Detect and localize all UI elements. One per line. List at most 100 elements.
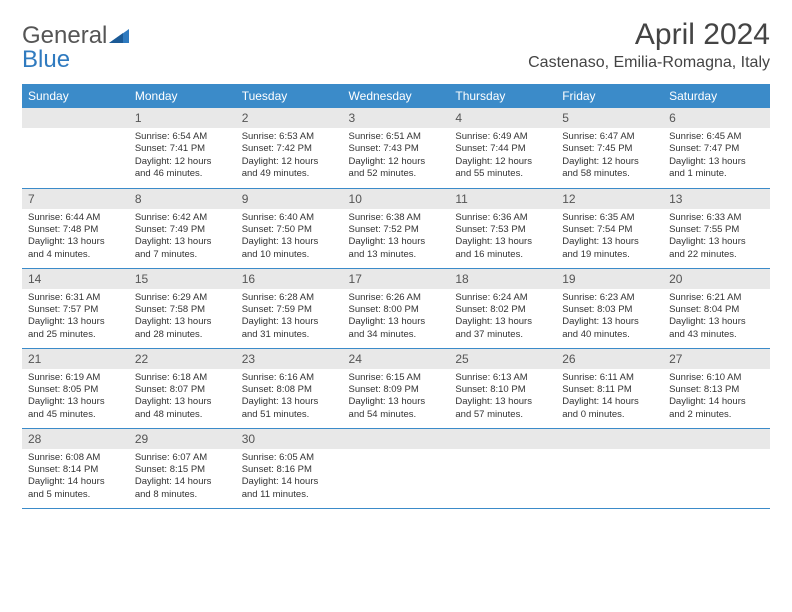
calendar-table: SundayMondayTuesdayWednesdayThursdayFrid…	[22, 84, 770, 509]
calendar-head: SundayMondayTuesdayWednesdayThursdayFrid…	[22, 84, 770, 108]
sunrise-line: Sunrise: 6:24 AM	[455, 292, 550, 304]
sunrise-line: Sunrise: 6:21 AM	[669, 292, 764, 304]
calendar-cell: 27 Sunrise: 6:10 AMSunset: 8:13 PMDayligh…	[663, 348, 770, 428]
sunset-line: Sunset: 8:04 PM	[669, 304, 764, 316]
daylight-line: Daylight: 13 hours and 31 minutes.	[242, 316, 337, 341]
sunrise-line: Sunrise: 6:45 AM	[669, 131, 764, 143]
sunrise-line: Sunrise: 6:19 AM	[28, 372, 123, 384]
calendar-cell: 17Sunrise: 6:26 AMSunset: 8:00 PMDayligh…	[343, 268, 450, 348]
calendar-cell: 22Sunrise: 6:18 AMSunset: 8:07 PMDayligh…	[129, 348, 236, 428]
location: Castenaso, Emilia-Romagna, Italy	[528, 54, 770, 72]
day-number: 20	[663, 269, 770, 289]
sunrise-line: Sunrise: 6:33 AM	[669, 212, 764, 224]
calendar-cell: 9Sunrise: 6:40 AMSunset: 7:50 PMDaylight…	[236, 188, 343, 268]
month-title: April 2024	[528, 18, 770, 52]
day-number: 27	[663, 349, 770, 369]
day-body: Sunrise: 6:29 AMSunset: 7:58 PMDaylight:…	[129, 289, 236, 346]
day-number: 18	[449, 269, 556, 289]
day-body: Sunrise: 6:26 AMSunset: 8:00 PMDaylight:…	[343, 289, 450, 346]
sunset-line: Sunset: 8:13 PM	[669, 384, 764, 396]
day-number-empty	[343, 429, 450, 449]
calendar-cell: 21Sunrise: 6:19 AMSunset: 8:05 PMDayligh…	[22, 348, 129, 428]
day-body: Sunrise: 6:21 AMSunset: 8:04 PMDaylight:…	[663, 289, 770, 346]
daylight-line: Daylight: 13 hours and 43 minutes.	[669, 316, 764, 341]
day-body: Sunrise: 6:36 AMSunset: 7:53 PMDaylight:…	[449, 209, 556, 266]
calendar-cell: 7Sunrise: 6:44 AMSunset: 7:48 PMDaylight…	[22, 188, 129, 268]
calendar-cell: 8Sunrise: 6:42 AMSunset: 7:49 PMDaylight…	[129, 188, 236, 268]
calendar-cell: 18Sunrise: 6:24 AMSunset: 8:02 PMDayligh…	[449, 268, 556, 348]
day-number: 17	[343, 269, 450, 289]
calendar-cell: 5Sunrise: 6:47 AMSunset: 7:45 PMDaylight…	[556, 108, 663, 188]
day-body: Sunrise: 6:19 AMSunset: 8:05 PMDaylight:…	[22, 369, 129, 426]
sunset-line: Sunset: 8:09 PM	[349, 384, 444, 396]
sunrise-line: Sunrise: 6:42 AM	[135, 212, 230, 224]
sunrise-line: Sunrise: 6:47 AM	[562, 131, 657, 143]
day-number: 16	[236, 269, 343, 289]
day-body: Sunrise: 6:08 AMSunset: 8:14 PMDaylight:…	[22, 449, 129, 506]
calendar-cell: 23Sunrise: 6:16 AMSunset: 8:08 PMDayligh…	[236, 348, 343, 428]
day-number-empty	[22, 108, 129, 128]
logo-text: General Blue	[22, 24, 129, 72]
day-body: Sunrise: 6:47 AMSunset: 7:45 PMDaylight:…	[556, 128, 663, 185]
calendar-cell: 26Sunrise: 6:11 AMSunset: 8:11 PMDayligh…	[556, 348, 663, 428]
sunset-line: Sunset: 7:45 PM	[562, 143, 657, 155]
day-body: Sunrise: 6:18 AMSunset: 8:07 PMDaylight:…	[129, 369, 236, 426]
day-body: Sunrise: 6:07 AMSunset: 8:15 PMDaylight:…	[129, 449, 236, 506]
weekday-header: Friday	[556, 84, 663, 108]
day-number-empty	[556, 429, 663, 449]
calendar-cell	[449, 428, 556, 508]
calendar-cell: 12Sunrise: 6:35 AMSunset: 7:54 PMDayligh…	[556, 188, 663, 268]
day-number: 13	[663, 189, 770, 209]
calendar-cell: 13Sunrise: 6:33 AMSunset: 7:55 PMDayligh…	[663, 188, 770, 268]
day-number-empty	[449, 429, 556, 449]
sunset-line: Sunset: 8:10 PM	[455, 384, 550, 396]
calendar-cell: 20Sunrise: 6:21 AMSunset: 8:04 PMDayligh…	[663, 268, 770, 348]
day-body: Sunrise: 6:31 AMSunset: 7:57 PMDaylight:…	[22, 289, 129, 346]
sunrise-line: Sunrise: 6:16 AM	[242, 372, 337, 384]
weekday-header: Sunday	[22, 84, 129, 108]
sunset-line: Sunset: 7:55 PM	[669, 224, 764, 236]
sunrise-line: Sunrise: 6:51 AM	[349, 131, 444, 143]
daylight-line: Daylight: 13 hours and 54 minutes.	[349, 396, 444, 421]
sunset-line: Sunset: 7:43 PM	[349, 143, 444, 155]
day-body: Sunrise: 6:15 AMSunset: 8:09 PMDaylight:…	[343, 369, 450, 426]
calendar-cell	[343, 428, 450, 508]
sunset-line: Sunset: 7:57 PM	[28, 304, 123, 316]
daylight-line: Daylight: 12 hours and 55 minutes.	[455, 156, 550, 181]
calendar-cell: 16Sunrise: 6:28 AMSunset: 7:59 PMDayligh…	[236, 268, 343, 348]
sunset-line: Sunset: 7:50 PM	[242, 224, 337, 236]
sunset-line: Sunset: 8:05 PM	[28, 384, 123, 396]
sunrise-line: Sunrise: 6:31 AM	[28, 292, 123, 304]
sunrise-line: Sunrise: 6:10 AM	[669, 372, 764, 384]
weekday-header: Saturday	[663, 84, 770, 108]
daylight-line: Daylight: 14 hours and 2 minutes.	[669, 396, 764, 421]
day-body: Sunrise: 6:53 AMSunset: 7:42 PMDaylight:…	[236, 128, 343, 185]
calendar-cell	[556, 428, 663, 508]
day-number: 6	[663, 108, 770, 128]
weekday-header: Wednesday	[343, 84, 450, 108]
day-body: Sunrise: 6:33 AMSunset: 7:55 PMDaylight:…	[663, 209, 770, 266]
daylight-line: Daylight: 12 hours and 52 minutes.	[349, 156, 444, 181]
day-number: 24	[343, 349, 450, 369]
sunset-line: Sunset: 7:42 PM	[242, 143, 337, 155]
calendar-cell: 25Sunrise: 6:13 AMSunset: 8:10 PMDayligh…	[449, 348, 556, 428]
weekday-header: Thursday	[449, 84, 556, 108]
daylight-line: Daylight: 13 hours and 19 minutes.	[562, 236, 657, 261]
calendar-cell	[663, 428, 770, 508]
sunset-line: Sunset: 7:53 PM	[455, 224, 550, 236]
logo-text-gray: General	[22, 22, 107, 49]
day-number: 21	[22, 349, 129, 369]
day-number: 7	[22, 189, 129, 209]
calendar-row: 28Sunrise: 6:08 AMSunset: 8:14 PMDayligh…	[22, 428, 770, 508]
day-body: Sunrise: 6:38 AMSunset: 7:52 PMDaylight:…	[343, 209, 450, 266]
calendar-cell: 4Sunrise: 6:49 AMSunset: 7:44 PMDaylight…	[449, 108, 556, 188]
sunset-line: Sunset: 8:14 PM	[28, 464, 123, 476]
day-body: Sunrise: 6:42 AMSunset: 7:49 PMDaylight:…	[129, 209, 236, 266]
day-body: Sunrise: 6:44 AMSunset: 7:48 PMDaylight:…	[22, 209, 129, 266]
calendar-cell: 1Sunrise: 6:54 AMSunset: 7:41 PMDaylight…	[129, 108, 236, 188]
day-body: Sunrise: 6:13 AMSunset: 8:10 PMDaylight:…	[449, 369, 556, 426]
daylight-line: Daylight: 14 hours and 0 minutes.	[562, 396, 657, 421]
daylight-line: Daylight: 13 hours and 22 minutes.	[669, 236, 764, 261]
day-number: 26	[556, 349, 663, 369]
calendar-row: 7Sunrise: 6:44 AMSunset: 7:48 PMDaylight…	[22, 188, 770, 268]
